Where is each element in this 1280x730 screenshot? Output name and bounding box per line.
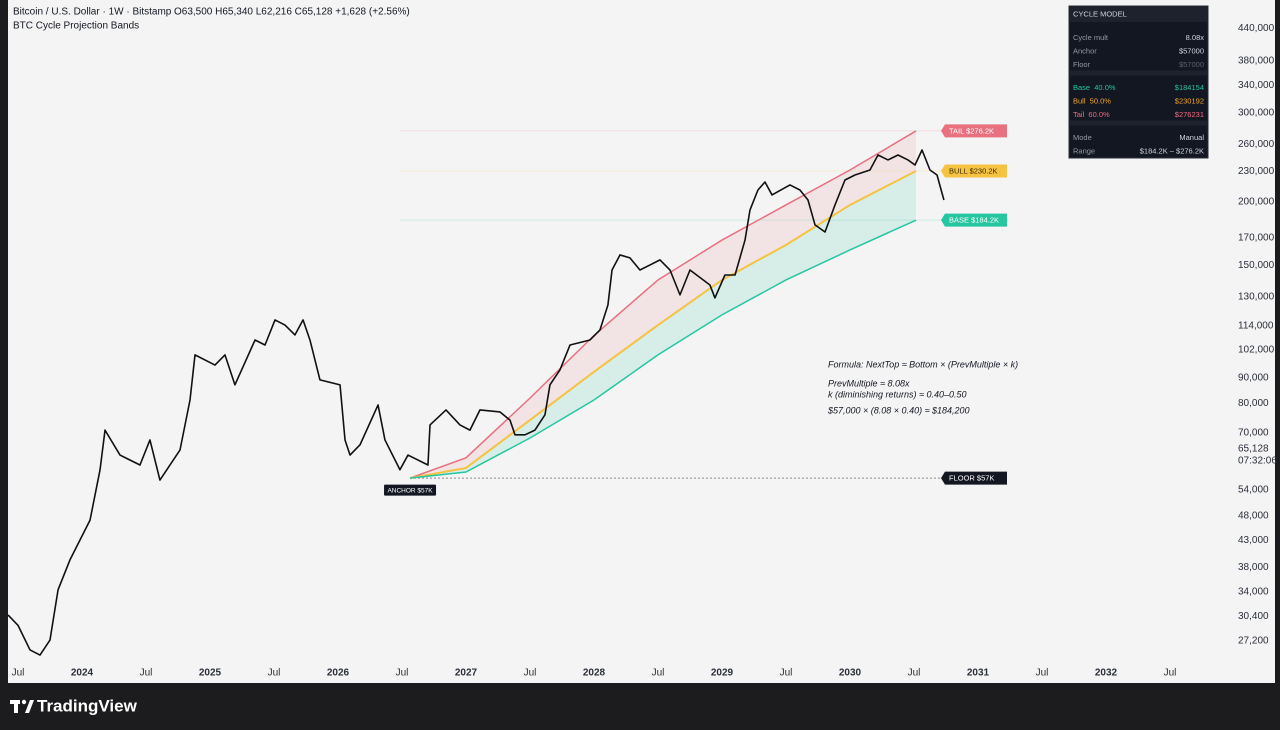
panel-row-value: $57000 bbox=[1179, 60, 1204, 69]
x-tick-label: Jul bbox=[908, 668, 921, 679]
y-tick-label: 130,000 bbox=[1238, 291, 1275, 302]
x-tick-label: 2030 bbox=[839, 668, 862, 679]
panel-row-value: $276231 bbox=[1175, 110, 1204, 119]
band-line bbox=[409, 219, 917, 479]
panel-row-label: Range bbox=[1073, 146, 1095, 155]
x-tick-label: Jul bbox=[524, 668, 537, 679]
y-tick-label: 90,000 bbox=[1238, 372, 1269, 383]
x-tick-label: 2031 bbox=[967, 668, 990, 679]
brand-logo bbox=[10, 699, 34, 713]
level-tag-label: BULL $230.2K bbox=[949, 167, 998, 176]
panel-row-value: 8.08x bbox=[1186, 33, 1205, 42]
level-tag-label: TAIL $276.2K bbox=[949, 126, 994, 135]
formula-note: Formula: NextTop ≈ Bottom × (PrevMultipl… bbox=[828, 359, 1018, 369]
y-tick-label: 27,200 bbox=[1238, 636, 1269, 647]
panel-header-bg bbox=[1069, 6, 1208, 22]
ohlc-quote: O63,500 H65,340 L62,216 C65,128 +1,628 (… bbox=[174, 7, 410, 18]
y-tick-label: 70,000 bbox=[1238, 428, 1269, 439]
bottom-bar bbox=[0, 683, 1280, 730]
x-tick-label: 2032 bbox=[1095, 668, 1118, 679]
y-tick-label: 43,000 bbox=[1238, 535, 1269, 546]
anchor-tag-bg bbox=[384, 484, 437, 496]
panel-row-label: Base 40.0% bbox=[1073, 83, 1116, 92]
level-tag-label: BASE $184.2K bbox=[949, 216, 999, 225]
panel-bg bbox=[1068, 5, 1209, 159]
price-line bbox=[8, 149, 945, 656]
y-tick-label: 440,000 bbox=[1238, 23, 1275, 34]
level-tag-bg bbox=[941, 471, 1007, 485]
y-tick-label: 30,400 bbox=[1238, 611, 1269, 622]
y-tick-label: 102,000 bbox=[1238, 345, 1275, 356]
tail-band-fill bbox=[410, 130, 917, 479]
indicator-title: BTC Cycle Projection Bands bbox=[13, 21, 139, 32]
x-tick-label: 2024 bbox=[71, 668, 94, 679]
level-tag-label: FLOOR $57K bbox=[949, 474, 994, 483]
panel-row-value: Manual bbox=[1179, 133, 1204, 142]
panel-row-value: $230192 bbox=[1175, 96, 1204, 105]
panel-row-value: $184154 bbox=[1175, 83, 1204, 92]
band-line bbox=[409, 130, 917, 479]
x-tick-label: 2025 bbox=[199, 668, 222, 679]
formula-note: k (diminishing returns) ≈ 0.40–0.50 bbox=[828, 389, 967, 399]
panel-row-label: Anchor bbox=[1073, 46, 1097, 55]
symbol-title: Bitcoin / U.S. Dollar · 1W · Bitstamp bbox=[13, 7, 172, 18]
level-tag-bg bbox=[941, 164, 1007, 178]
panel-title: CYCLE MODEL bbox=[1073, 9, 1127, 18]
panel-row-label: Floor bbox=[1073, 60, 1091, 69]
x-tick-label: 2028 bbox=[583, 668, 606, 679]
y-tick-label: 260,000 bbox=[1238, 139, 1275, 150]
x-tick-label: 2026 bbox=[327, 668, 350, 679]
band-line bbox=[409, 170, 917, 480]
y-tick-label: 150,000 bbox=[1238, 260, 1275, 271]
last-price-label: 65,128 bbox=[1238, 443, 1269, 454]
panel-row-label: Tail 60.0% bbox=[1073, 110, 1110, 119]
plot-area bbox=[8, 130, 945, 656]
y-tick-label: 48,000 bbox=[1238, 511, 1269, 522]
anchor-tag-label: ANCHOR $57K bbox=[387, 487, 433, 494]
x-tick-label: Jul bbox=[268, 668, 281, 679]
y-tick-label: 54,000 bbox=[1238, 485, 1269, 496]
x-tick-label: Jul bbox=[12, 668, 25, 679]
y-tick-label: 200,000 bbox=[1238, 197, 1275, 208]
brand-name: TradingView bbox=[37, 696, 138, 715]
formula-note: $57,000 × (8.08 × 0.40) ≈ $184,200 bbox=[827, 405, 970, 415]
y-tick-label: 34,000 bbox=[1238, 586, 1269, 597]
x-tick-label: 2029 bbox=[711, 668, 734, 679]
chart-background bbox=[8, 0, 1275, 683]
formula-note: PrevMultiple ≈ 8.08x bbox=[828, 378, 910, 388]
y-tick-label: 38,000 bbox=[1238, 562, 1269, 573]
x-tick-label: Jul bbox=[140, 668, 153, 679]
panel-row-value: $184.2K – $276.2K bbox=[1140, 146, 1204, 155]
level-tag-bg bbox=[941, 124, 1007, 138]
panel-row-label: Mode bbox=[1073, 133, 1092, 142]
panel-row-label: Bull 50.0% bbox=[1073, 96, 1111, 105]
panel-row-label: Cycle mult bbox=[1073, 33, 1109, 42]
x-tick-label: Jul bbox=[396, 668, 409, 679]
base-band-fill bbox=[410, 171, 917, 479]
panel-separator bbox=[1069, 120, 1208, 126]
y-tick-label: 230,000 bbox=[1238, 166, 1275, 177]
y-tick-label: 380,000 bbox=[1238, 55, 1275, 66]
panel-row-value: $57000 bbox=[1179, 46, 1204, 55]
panel-separator bbox=[1069, 70, 1208, 76]
y-tick-label: 300,000 bbox=[1238, 107, 1275, 118]
bar-countdown: 07:32:06 bbox=[1238, 455, 1277, 466]
x-tick-label: Jul bbox=[1164, 668, 1177, 679]
y-tick-label: 340,000 bbox=[1238, 80, 1275, 91]
x-tick-label: Jul bbox=[1036, 668, 1049, 679]
level-tag-bg bbox=[941, 213, 1007, 227]
y-tick-label: 114,000 bbox=[1238, 320, 1274, 331]
x-tick-label: Jul bbox=[652, 668, 665, 679]
y-tick-label: 80,000 bbox=[1238, 398, 1269, 409]
y-tick-label: 170,000 bbox=[1238, 232, 1275, 243]
x-tick-label: 2027 bbox=[455, 668, 478, 679]
x-tick-label: Jul bbox=[780, 668, 793, 679]
